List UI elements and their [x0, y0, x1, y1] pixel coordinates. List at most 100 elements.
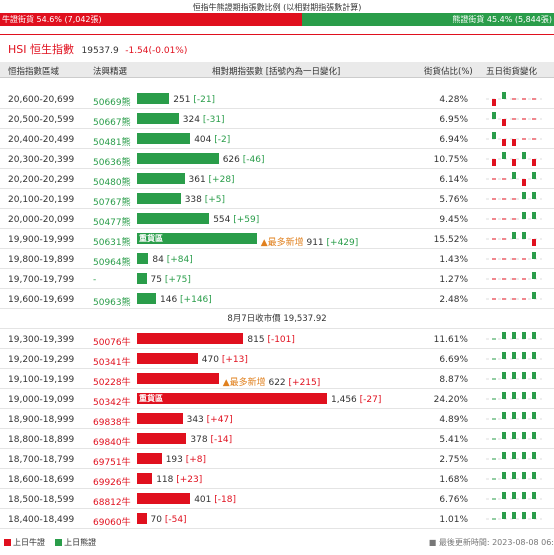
table-row[interactable]: 19,800-19,899 50964熊 84 [+84] 1.43%	[0, 249, 554, 269]
sparkline-bar	[512, 472, 516, 479]
warrant-code-link[interactable]: 50341牛	[93, 358, 131, 368]
table-row[interactable]: 18,700-18,799 69751牛 193 [+8] 2.75%	[0, 449, 554, 469]
contracts-bar	[137, 193, 181, 204]
sparkline-bar	[512, 218, 516, 220]
share-percent: 4.89%	[439, 415, 468, 425]
sparkline-bar	[492, 278, 496, 280]
sparkline-bar	[492, 518, 496, 520]
col-share: 街貨佔比(%)	[424, 67, 473, 77]
table-row[interactable]: 20,000-20,099 50477熊 554 [+59] 9.45%	[0, 209, 554, 229]
warrant-code-link[interactable]: 50636熊	[93, 158, 131, 168]
sparkline-bar	[522, 138, 526, 140]
table-row[interactable]: 18,800-18,899 69840牛 378 [-14] 5.41%	[0, 429, 554, 449]
table-row[interactable]: 19,700-19,799 - 75 [+75] 1.27%	[0, 269, 554, 289]
table-row[interactable]: 20,400-20,499 50481熊 404 [-2] 6.94%	[0, 129, 554, 149]
warrant-code-link[interactable]: 69060牛	[93, 518, 131, 528]
sparkline-bar	[512, 98, 516, 100]
table-row[interactable]: 18,400-18,499 69060牛 70 [-54] 1.01%	[0, 509, 554, 529]
sparkline-bar	[502, 218, 506, 220]
warrant-code-link[interactable]: 69926牛	[93, 478, 131, 488]
contracts-number: 622	[268, 378, 289, 388]
contracts-delta: [-2]	[214, 135, 231, 145]
contracts-bar	[137, 93, 170, 104]
row-range: 19,900-19,999	[8, 235, 75, 245]
table-row[interactable]: 19,900-19,999 50631熊 重貨區 ▲最多新增 911 [+429] 15…	[0, 229, 554, 249]
warrant-code-link[interactable]: 50964熊	[93, 258, 131, 268]
sparkline-bar	[492, 338, 496, 340]
contracts-delta: [+429]	[326, 238, 359, 248]
share-percent: 1.01%	[439, 515, 468, 525]
contracts-bar	[137, 213, 210, 224]
table-row[interactable]: 19,100-19,199 50228牛 ▲最多新增 622 [+215] 8.87%	[0, 369, 554, 389]
table-row[interactable]: 19,200-19,299 50341牛 470 [+13] 6.69%	[0, 349, 554, 369]
contracts-bar	[137, 133, 191, 144]
share-percent: 15.52%	[433, 235, 468, 245]
sparkline-bar	[532, 192, 536, 199]
warrant-code-link[interactable]: 50667熊	[93, 118, 131, 128]
sparkline-bar	[502, 178, 506, 180]
warrant-code-link[interactable]: 50228牛	[93, 378, 131, 388]
sparkline-bar	[512, 278, 516, 280]
last-updated: ■ 最後更新時間: 2023-08-08 06:	[428, 538, 554, 547]
table-row[interactable]: 18,900-18,999 69838牛 343 [+47] 4.89%	[0, 409, 554, 429]
warrant-code-link[interactable]: 50481熊	[93, 138, 131, 148]
table-row[interactable]: 20,100-20,199 50767熊 338 [+5] 5.76%	[0, 189, 554, 209]
table-row[interactable]: 18,500-18,599 68812牛 401 [-18] 6.76%	[0, 489, 554, 509]
warrant-code-link[interactable]: 69751牛	[93, 458, 131, 468]
most-added-label: ▲最多新增	[260, 238, 307, 248]
contracts-value: 70 [-54]	[151, 515, 187, 525]
warrant-code-link[interactable]: 50480熊	[93, 178, 131, 188]
warrant-code-link[interactable]: 50669熊	[93, 98, 131, 108]
contracts-number: 118	[156, 475, 177, 485]
row-range: 19,600-19,699	[8, 295, 75, 305]
table-row[interactable]: 20,500-20,599 50667熊 324 [-31] 6.95%	[0, 109, 554, 129]
warrant-code-link[interactable]: 50076牛	[93, 338, 131, 348]
table-row[interactable]: 19,000-19,099 50342牛 重貨區 1,456 [-27] 24.20%	[0, 389, 554, 409]
sparkline-bar	[512, 232, 516, 239]
contracts-value: 1,456 [-27]	[331, 395, 381, 405]
contracts-number: 470	[201, 355, 222, 365]
table-row[interactable]: 19,300-19,399 50076牛 815 [-101] 11.61%	[0, 329, 554, 349]
most-added-label: ▲最多新增	[222, 378, 269, 388]
sparkline-bar	[522, 192, 526, 199]
warrant-code-link[interactable]: -	[93, 275, 97, 285]
contracts-value: 404 [-2]	[194, 135, 230, 145]
contracts-number: 84	[152, 255, 167, 265]
contracts-bar	[137, 173, 185, 184]
sparkline-bar	[512, 139, 516, 146]
table-row[interactable]: 20,200-20,299 50480熊 361 [+28] 6.14%	[0, 169, 554, 189]
table-row[interactable]: 19,600-19,699 50963熊 146 [+146] 2.48%	[0, 289, 554, 309]
warrant-code-link[interactable]: 50342牛	[93, 398, 131, 408]
warrant-code-link[interactable]: 69840牛	[93, 438, 131, 448]
sparkline-bar	[522, 412, 526, 419]
contracts-delta: [-31]	[202, 115, 225, 125]
contracts-delta: [-54]	[164, 515, 187, 525]
table-row[interactable]: 18,600-18,699 69926牛 118 [+23] 1.68%	[0, 469, 554, 489]
sparkline-bar	[502, 412, 506, 419]
sparkline-bar	[522, 492, 526, 499]
legend-bull-swatch	[4, 539, 11, 546]
sparkline-bar	[522, 472, 526, 479]
sparkline-bar	[502, 298, 506, 300]
warrant-code-link[interactable]: 50631熊	[93, 238, 131, 248]
contracts-number: 554	[213, 215, 234, 225]
warrant-code-link[interactable]: 50477熊	[93, 218, 131, 228]
contracts-bar	[137, 433, 187, 444]
sparkline-bar	[492, 159, 496, 166]
warrant-code-link[interactable]: 68812牛	[93, 498, 131, 508]
share-percent: 6.69%	[439, 355, 468, 365]
contracts-bar	[137, 513, 147, 524]
sparkline-bar	[502, 432, 506, 439]
warrant-code-link[interactable]: 50767熊	[93, 198, 131, 208]
contracts-value: 84 [+84]	[152, 255, 192, 265]
contracts-delta: [+8]	[185, 455, 207, 465]
table-row[interactable]: 20,600-20,699 50669熊 251 [-21] 4.28%	[0, 89, 554, 109]
warrant-code-link[interactable]: 50963熊	[93, 298, 131, 308]
share-percent: 10.75%	[433, 155, 468, 165]
contracts-number: 626	[222, 155, 243, 165]
warrant-code-link[interactable]: 69838牛	[93, 418, 131, 428]
sparkline-bar	[532, 372, 536, 379]
sparkline-bar	[502, 392, 506, 399]
contracts-bar	[137, 453, 162, 464]
table-row[interactable]: 20,300-20,399 50636熊 626 [-46] 10.75%	[0, 149, 554, 169]
